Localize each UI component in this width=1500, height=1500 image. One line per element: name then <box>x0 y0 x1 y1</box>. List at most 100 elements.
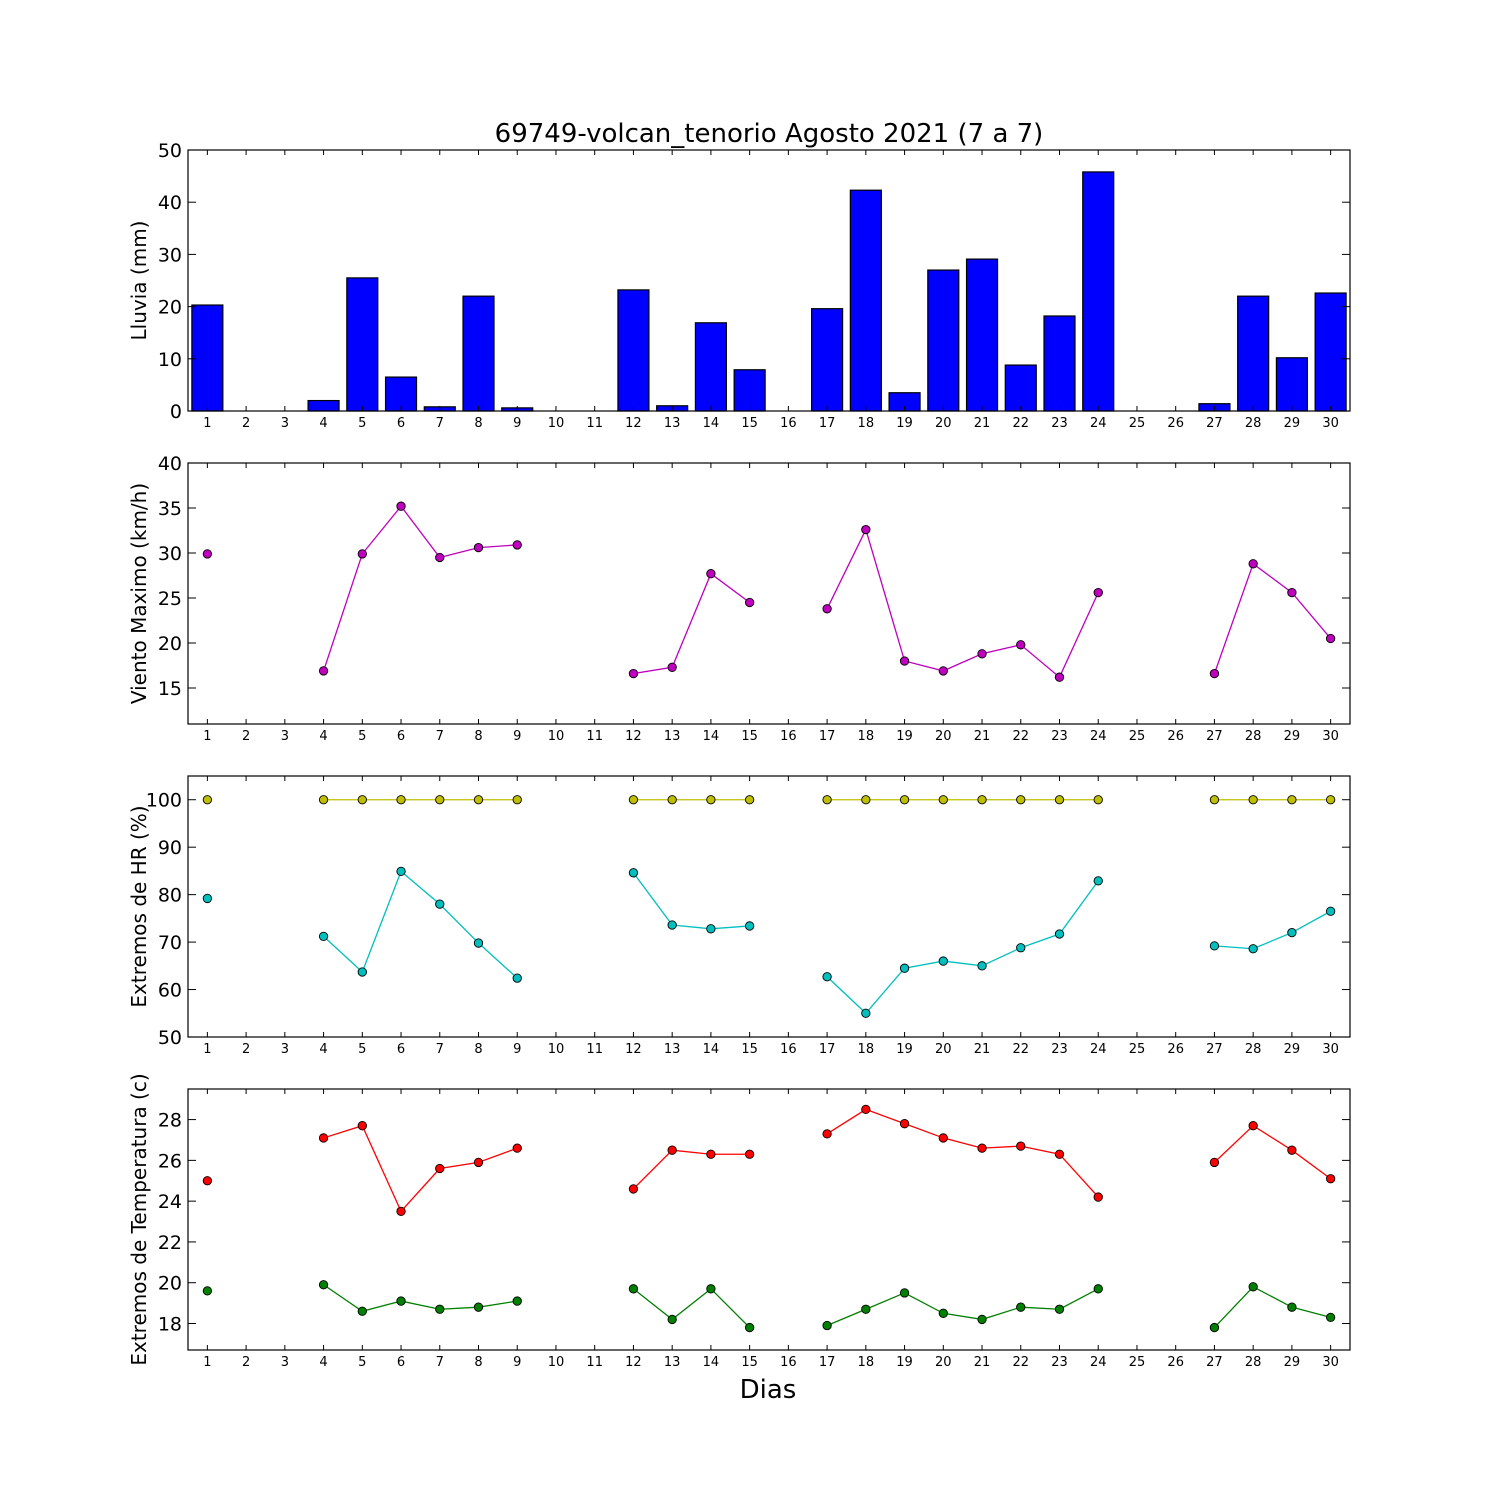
wind-point-day-27 <box>1209 668 1220 679</box>
temperature-xtick-label-16: 16 <box>780 1355 797 1370</box>
temperature-ytick-label-22: 22 <box>158 1232 182 1254</box>
wind-xtick-label-11: 11 <box>586 729 603 744</box>
rain-xtick-label-29: 29 <box>1284 416 1301 431</box>
rain-xtick-label-25: 25 <box>1129 416 1146 431</box>
temperature-xtick-label-24: 24 <box>1090 1355 1107 1370</box>
wind-point-day-22 <box>1016 640 1026 650</box>
temperature-ytick-label-18: 18 <box>158 1313 182 1335</box>
wind-xtick-label-2: 2 <box>242 729 250 744</box>
humidity-point-day-13 <box>667 795 677 805</box>
rain-axes-frame <box>187 149 1351 412</box>
wind-point-day-9 <box>512 540 522 550</box>
bar-day-8 <box>462 295 495 412</box>
temperature-point-day-23 <box>1054 1304 1065 1314</box>
wind-xtick-label-26: 26 <box>1167 729 1184 744</box>
rain-xtick-label-12: 12 <box>625 416 642 431</box>
temperature-xtick-label-19: 19 <box>896 1355 913 1370</box>
temperature-point-day-15 <box>744 1322 755 1333</box>
humidity-axes-frame <box>187 775 1351 1038</box>
humidity-point-day-28 <box>1248 795 1258 805</box>
temperature-point-day-20 <box>938 1133 948 1143</box>
wind-xtick-label-29: 29 <box>1284 729 1301 744</box>
humidity-ytick-label-70: 70 <box>158 932 182 954</box>
wind-xtick-label-9: 9 <box>513 729 521 744</box>
wind-series-1-line <box>1213 562 1332 674</box>
temperature-point-day-1 <box>202 1176 213 1186</box>
panel-rain: 1 2 3 4 5 6 7 8 9 10 11 12 13 14 15 16 17 18 19 20 21 22 23 24 2… <box>127 140 1351 431</box>
temperature-xtick-label-3: 3 <box>281 1355 289 1370</box>
wind-xtick-label-27: 27 <box>1206 729 1223 744</box>
rain-y-axis-label: Lluvia (mm) <box>127 221 151 341</box>
temperature-point-day-28 <box>1248 1121 1258 1131</box>
bar-day-23 <box>1043 315 1076 412</box>
rain-xtick-label-14: 14 <box>703 416 720 431</box>
temperature-series-2 <box>202 1280 1336 1333</box>
temperature-ytick-label-28: 28 <box>158 1110 182 1132</box>
wind-xtick-label-17: 17 <box>819 729 836 744</box>
temperature-point-day-22 <box>1016 1141 1026 1151</box>
bar-day-28 <box>1237 295 1270 412</box>
temperature-point-day-22 <box>1016 1302 1026 1312</box>
temperature-point-day-5 <box>357 1121 367 1131</box>
temperature-point-day-21 <box>977 1314 987 1325</box>
temperature-point-day-30 <box>1325 1312 1336 1323</box>
wind-xtick-label-14: 14 <box>703 729 720 744</box>
temperature-xtick-label-14: 14 <box>703 1355 720 1370</box>
temperature-point-day-15 <box>744 1149 755 1159</box>
humidity-point-day-27 <box>1209 795 1220 805</box>
temperature-point-day-13 <box>667 1145 677 1155</box>
wind-point-day-13 <box>667 662 677 672</box>
humidity-point-day-5 <box>357 795 367 805</box>
wind-xtick-label-21: 21 <box>974 729 991 744</box>
bar-day-17 <box>811 308 844 412</box>
temperature-series-1-line <box>632 1149 750 1190</box>
temperature-xtick-label-28: 28 <box>1245 1355 1262 1370</box>
temperature-point-day-27 <box>1209 1322 1220 1333</box>
temperature-ytick-label-26: 26 <box>158 1150 182 1172</box>
temperature-point-day-19 <box>899 1288 910 1298</box>
rain-xtick-label-1: 1 <box>203 416 211 431</box>
humidity-ytick-label-80: 80 <box>158 885 182 907</box>
temperature-series-1-line <box>1213 1124 1332 1180</box>
rain-xtick-label-26: 26 <box>1167 416 1184 431</box>
temperature-xtick-label-12: 12 <box>625 1355 642 1370</box>
temperature-xtick-label-2: 2 <box>242 1355 250 1370</box>
wind-point-day-12 <box>628 668 639 679</box>
humidity-point-day-12 <box>628 868 639 878</box>
humidity-xtick-label-10: 10 <box>548 1042 565 1057</box>
rain-xtick-label-10: 10 <box>548 416 565 431</box>
humidity-point-day-18 <box>861 1008 871 1018</box>
rain-xtick-label-21: 21 <box>974 416 991 431</box>
temperature-xtick-label-1: 1 <box>203 1355 211 1370</box>
bar-day-12 <box>617 289 650 412</box>
humidity-xtick-label-24: 24 <box>1090 1042 1107 1057</box>
x-axis-label: Dias <box>740 1375 797 1405</box>
humidity-point-day-8 <box>473 795 484 805</box>
temperature-point-day-17 <box>822 1129 832 1139</box>
rain-xtick-label-27: 27 <box>1206 416 1223 431</box>
wind-series-1-line <box>322 505 518 672</box>
rain-xtick-label-9: 9 <box>513 416 521 431</box>
temperature-point-day-29 <box>1287 1302 1297 1312</box>
temperature-xtick-label-25: 25 <box>1129 1355 1146 1370</box>
temperature-xtick-label-29: 29 <box>1284 1355 1301 1370</box>
wind-point-day-28 <box>1248 559 1258 569</box>
wind-xtick-label-30: 30 <box>1322 729 1339 744</box>
wind-point-day-18 <box>861 524 871 535</box>
rain-xtick-label-6: 6 <box>397 416 405 431</box>
temperature-point-day-1 <box>202 1286 213 1296</box>
humidity-xtick-label-8: 8 <box>474 1042 482 1057</box>
temperature-point-day-5 <box>357 1306 367 1316</box>
temperature-point-day-8 <box>473 1302 484 1312</box>
humidity-point-day-13 <box>667 920 677 930</box>
wind-series-1-line <box>826 527 1099 679</box>
temperature-point-day-29 <box>1287 1145 1297 1155</box>
humidity-xtick-label-7: 7 <box>436 1042 444 1057</box>
humidity-point-day-30 <box>1325 795 1336 805</box>
temperature-xtick-label-22: 22 <box>1012 1355 1029 1370</box>
humidity-xtick-label-28: 28 <box>1245 1042 1262 1057</box>
humidity-xtick-label-2: 2 <box>242 1042 250 1057</box>
temperature-point-day-18 <box>861 1104 871 1115</box>
temperature-series-1-line <box>323 1124 518 1213</box>
rain-xtick-label-13: 13 <box>664 416 681 431</box>
